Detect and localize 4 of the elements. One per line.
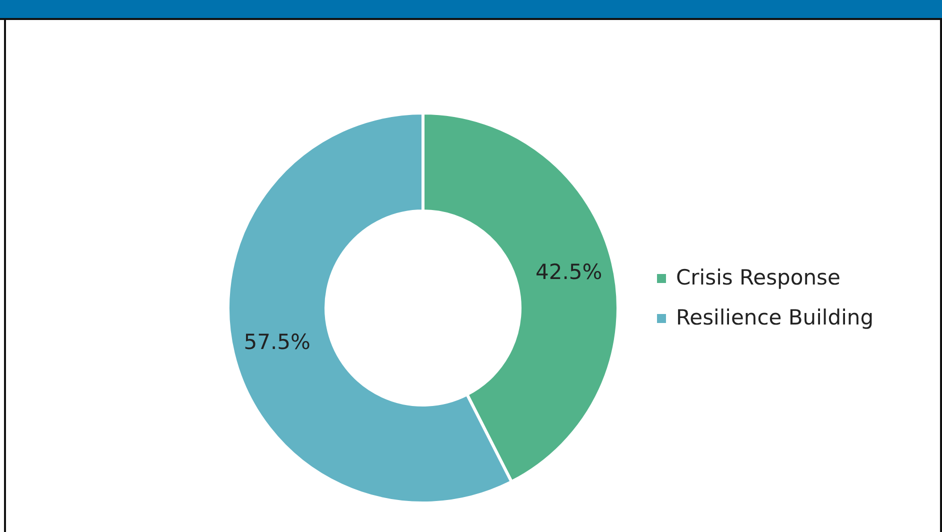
- data-label: 57.5%: [244, 330, 311, 354]
- legend-label: Resilience Building: [676, 306, 874, 330]
- data-label: 42.5%: [535, 260, 602, 284]
- legend-label: Crisis Response: [676, 266, 840, 290]
